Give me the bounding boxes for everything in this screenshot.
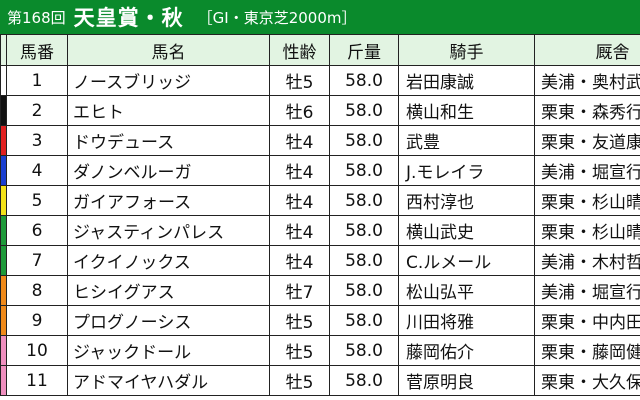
jockey-name: C.ルメール xyxy=(398,245,535,276)
stable-name: 栗東・中内田 xyxy=(534,305,640,336)
horse-number: 4 xyxy=(6,155,68,186)
horse-name: ダノンベルーガ xyxy=(67,155,270,186)
column-header-stable: 厩舎 xyxy=(534,34,640,66)
jockey-name: 横山武史 xyxy=(398,215,535,246)
stable-name: 栗東・藤岡健 xyxy=(534,335,640,366)
carried-weight: 58.0 xyxy=(329,185,399,216)
race-name: 天皇賞・秋 xyxy=(73,6,184,30)
sex-age: 牡4 xyxy=(269,215,330,246)
carried-weight: 58.0 xyxy=(329,65,399,96)
jockey-name: J.モレイラ xyxy=(398,155,535,186)
frame-color-stripe xyxy=(0,365,7,396)
jockey-name: 藤岡佑介 xyxy=(398,335,535,366)
jockey-name: 松山弘平 xyxy=(398,275,535,306)
carried-weight: 58.0 xyxy=(329,275,399,306)
horse-number: 1 xyxy=(6,65,68,96)
stable-name: 美浦・堀宣行 xyxy=(534,155,640,186)
jockey-name: 西村淳也 xyxy=(398,185,535,216)
table-row: 8 ヒシイグアス 牡7 58.0 松山弘平 美浦・堀宣行 xyxy=(0,275,640,306)
table-row: 6 ジャスティンパレス 牡4 58.0 横山武史 栗東・杉山晴 xyxy=(0,215,640,246)
stable-name: 栗東・杉山晴 xyxy=(534,215,640,246)
sex-age: 牡5 xyxy=(269,65,330,96)
horse-name: プログノーシス xyxy=(67,305,270,336)
sex-age: 牡4 xyxy=(269,155,330,186)
jockey-name: 川田将雅 xyxy=(398,305,535,336)
carried-weight: 58.0 xyxy=(329,365,399,396)
horse-name: ガイアフォース xyxy=(67,185,270,216)
carried-weight: 58.0 xyxy=(329,95,399,126)
horse-name: ヒシイグアス xyxy=(67,275,270,306)
table-row: 2 エヒト 牡6 58.0 横山和生 栗東・森秀行 xyxy=(0,95,640,126)
horse-number: 8 xyxy=(6,275,68,306)
jockey-name: 岩田康誠 xyxy=(398,65,535,96)
horse-name: ジャスティンパレス xyxy=(67,215,270,246)
carried-weight: 58.0 xyxy=(329,125,399,156)
column-header-weight: 斤量 xyxy=(329,34,399,66)
stable-name: 美浦・堀宣行 xyxy=(534,275,640,306)
horse-name: ジャックドール xyxy=(67,335,270,366)
sex-age: 牡4 xyxy=(269,245,330,276)
table-row: 5 ガイアフォース 牡4 58.0 西村淳也 栗東・杉山晴 xyxy=(0,185,640,216)
horse-name: エヒト xyxy=(67,95,270,126)
sex-age: 牡5 xyxy=(269,365,330,396)
stable-name: 栗東・友道康 xyxy=(534,125,640,156)
horse-number: 9 xyxy=(6,305,68,336)
carried-weight: 58.0 xyxy=(329,305,399,336)
carried-weight: 58.0 xyxy=(329,155,399,186)
table-row: 1 ノースブリッジ 牡5 58.0 岩田康誠 美浦・奥村武 xyxy=(0,65,640,96)
race-info: ［GI・東京芝2000m］ xyxy=(197,8,357,27)
carried-weight: 58.0 xyxy=(329,335,399,366)
sex-age: 牡5 xyxy=(269,305,330,336)
column-header-row: 馬番 馬名 性齢 斤量 騎手 厩舎 xyxy=(0,34,640,66)
column-header-name: 馬名 xyxy=(67,34,270,66)
table-row: 3 ドウデュース 牡4 58.0 武豊 栗東・友道康 xyxy=(0,125,640,156)
horse-name: ノースブリッジ xyxy=(67,65,270,96)
table-row: 4 ダノンベルーガ 牡4 58.0 J.モレイラ 美浦・堀宣行 xyxy=(0,155,640,186)
stable-name: 美浦・木村哲 xyxy=(534,245,640,276)
horse-number: 7 xyxy=(6,245,68,276)
sex-age: 牡4 xyxy=(269,125,330,156)
column-header-sex-age: 性齢 xyxy=(269,34,330,66)
stable-name: 栗東・杉山晴 xyxy=(534,185,640,216)
carried-weight: 58.0 xyxy=(329,215,399,246)
horse-name: アドマイヤハダル xyxy=(67,365,270,396)
stable-name: 栗東・森秀行 xyxy=(534,95,640,126)
carried-weight: 58.0 xyxy=(329,245,399,276)
column-header-jockey: 騎手 xyxy=(398,34,535,66)
race-round: 第168回 xyxy=(7,8,66,27)
sex-age: 牡6 xyxy=(269,95,330,126)
stable-name: 美浦・奥村武 xyxy=(534,65,640,96)
race-header: 第168回 天皇賞・秋 ［GI・東京芝2000m］ xyxy=(0,0,640,34)
jockey-name: 武豊 xyxy=(398,125,535,156)
horse-number: 6 xyxy=(6,215,68,246)
horse-number: 11 xyxy=(6,365,68,396)
jockey-name: 横山和生 xyxy=(398,95,535,126)
table-row: 11 アドマイヤハダル 牡5 58.0 菅原明良 栗東・大久保 xyxy=(0,365,640,396)
sex-age: 牡5 xyxy=(269,335,330,366)
horse-number: 2 xyxy=(6,95,68,126)
stable-name: 栗東・大久保 xyxy=(534,365,640,396)
jockey-name: 菅原明良 xyxy=(398,365,535,396)
entry-table: 馬番 馬名 性齢 斤量 騎手 厩舎 1 ノースブリッジ 牡5 58.0 岩田康誠 美浦・奥… xyxy=(0,34,640,396)
table-row: 10 ジャックドール 牡5 58.0 藤岡佑介 栗東・藤岡健 xyxy=(0,335,640,366)
table-row: 7 イクイノックス 牡4 58.0 C.ルメール 美浦・木村哲 xyxy=(0,245,640,276)
table-row: 9 プログノーシス 牡5 58.0 川田将雅 栗東・中内田 xyxy=(0,305,640,336)
sex-age: 牡4 xyxy=(269,185,330,216)
horse-name: ドウデュース xyxy=(67,125,270,156)
horse-number: 3 xyxy=(6,125,68,156)
sex-age: 牡7 xyxy=(269,275,330,306)
column-header-number: 馬番 xyxy=(6,34,68,66)
horse-name: イクイノックス xyxy=(67,245,270,276)
horse-number: 5 xyxy=(6,185,68,216)
horse-number: 10 xyxy=(6,335,68,366)
